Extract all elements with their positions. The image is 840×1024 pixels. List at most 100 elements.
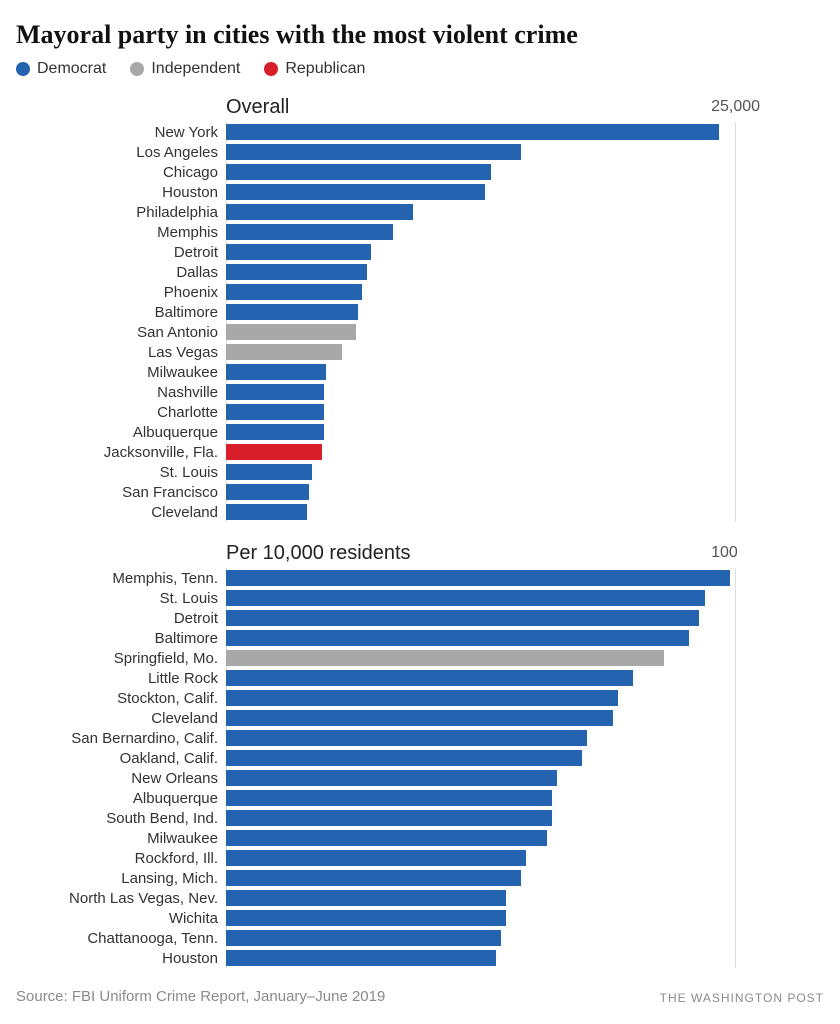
bar-label: Detroit [16,610,226,627]
bar-row: South Bend, Ind. [226,808,786,828]
bar-row: Cleveland [226,708,786,728]
chart-overall-subtitle: Overall [226,96,289,119]
bar-row: Albuquerque [226,422,786,442]
bar-label: Springfield, Mo. [16,650,226,667]
legend: Democrat Independent Republican [16,60,824,78]
bar-row: Houston [226,182,786,202]
bar-row: Little Rock [226,668,786,688]
bar [226,164,491,180]
bar-label: Rockford, Ill. [16,850,226,867]
legend-item: Independent [130,60,240,78]
bar-row: St. Louis [226,462,786,482]
bar [226,930,501,946]
bar-label: San Francisco [16,484,226,501]
plot-percap: Memphis, Tenn.St. LouisDetroitBaltimoreS… [226,568,786,968]
bar-row: St. Louis [226,588,786,608]
legend-label: Democrat [37,60,106,78]
bar-label: Jacksonville, Fla. [16,444,226,461]
bar-label: Lansing, Mich. [16,870,226,887]
bar [226,750,582,766]
bar [226,344,342,360]
bar [226,284,362,300]
bar [226,324,356,340]
bar-label: Memphis [16,224,226,241]
bar-row: Charlotte [226,402,786,422]
bar-row: San Antonio [226,322,786,342]
bar-row: Detroit [226,608,786,628]
credit-text: THE WASHINGTON POST [660,991,824,1005]
bar-label: Oakland, Calif. [16,750,226,767]
bar-row: Stockton, Calif. [226,688,786,708]
bar-row: Dallas [226,262,786,282]
bar-row: Lansing, Mich. [226,868,786,888]
chart-percap-max-label: 100 [711,544,738,562]
footer: Source: FBI Uniform Crime Report, Januar… [16,988,824,1005]
bar [226,144,521,160]
bar [226,570,730,586]
bar [226,810,552,826]
bar-row: Los Angeles [226,142,786,162]
bar [226,124,719,140]
plot-overall: New YorkLos AngelesChicagoHoustonPhilade… [226,122,786,522]
chart-title: Mayoral party in cities with the most vi… [16,20,824,50]
bar-row: Wichita [226,908,786,928]
bar [226,890,506,906]
bar-row: Chicago [226,162,786,182]
bar-row: Houston [226,948,786,968]
bar-row: Detroit [226,242,786,262]
bar-label: Dallas [16,264,226,281]
bar-row: Milwaukee [226,828,786,848]
chart-percap: Per 10,000 residents 100 Memphis, Tenn.S… [16,542,824,968]
bar-label: New York [16,124,226,141]
bar-label: Baltimore [16,304,226,321]
bar [226,610,699,626]
bar [226,484,309,500]
bar [226,670,633,686]
legend-item: Republican [264,60,365,78]
bar-row: Memphis [226,222,786,242]
bar-row: San Francisco [226,482,786,502]
bar-row: North Las Vegas, Nev. [226,888,786,908]
bar-row: Cleveland [226,502,786,522]
bar [226,730,587,746]
bar [226,504,307,520]
bar [226,364,326,380]
bar-row: Nashville [226,382,786,402]
bar [226,590,705,606]
bar [226,830,547,846]
bar [226,464,312,480]
legend-label: Republican [285,60,365,78]
bar-label: Cleveland [16,504,226,521]
bar [226,224,393,240]
bar-label: San Bernardino, Calif. [16,730,226,747]
bar-row: New Orleans [226,768,786,788]
bar [226,870,521,886]
bar-label: St. Louis [16,590,226,607]
bar-row: Jacksonville, Fla. [226,442,786,462]
bar-label: Milwaukee [16,830,226,847]
bar-label: Cleveland [16,710,226,727]
bar-row: Baltimore [226,628,786,648]
bar-label: Chattanooga, Tenn. [16,930,226,947]
bar-row: Springfield, Mo. [226,648,786,668]
bar-label: Houston [16,950,226,967]
bar-row: Rockford, Ill. [226,848,786,868]
bar-label: Phoenix [16,284,226,301]
bar-row: Las Vegas [226,342,786,362]
bar-row: Memphis, Tenn. [226,568,786,588]
bar-label: Little Rock [16,670,226,687]
bar-label: North Las Vegas, Nev. [16,890,226,907]
bar [226,910,506,926]
bar [226,244,371,260]
bar [226,384,324,400]
bar-label: Houston [16,184,226,201]
legend-swatch [130,62,144,76]
bar-row: New York [226,122,786,142]
bar [226,184,485,200]
bar-label: Philadelphia [16,204,226,221]
legend-swatch [264,62,278,76]
bar-label: Charlotte [16,404,226,421]
source-text: Source: FBI Uniform Crime Report, Januar… [16,988,385,1005]
bar-label: South Bend, Ind. [16,810,226,827]
bar [226,690,618,706]
